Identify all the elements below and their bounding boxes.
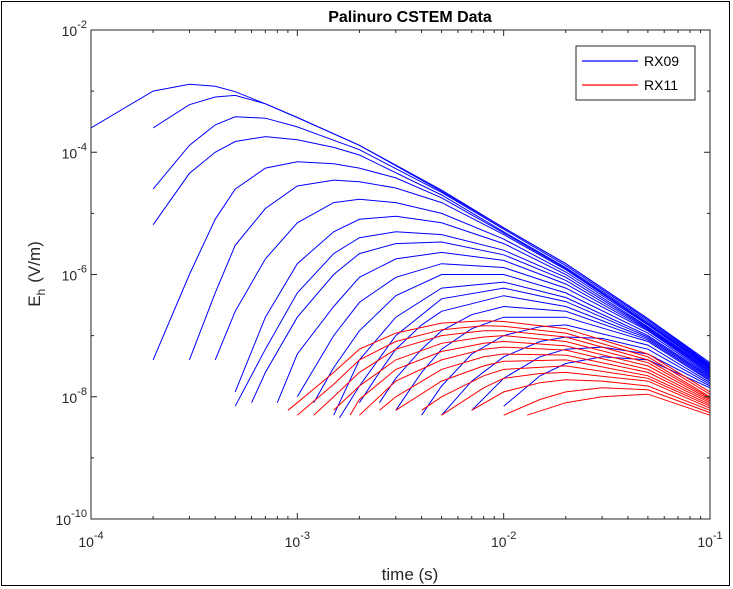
series-line-rx11-26 <box>349 340 711 416</box>
x-tick-label-3: 10-1 <box>697 530 722 550</box>
series-line-rx11-30 <box>421 365 711 411</box>
y-tick-label-3: 10-4 <box>62 141 87 161</box>
series-line-rx11-23 <box>296 325 711 416</box>
y-axis-label: Eh (V/m) <box>25 241 48 307</box>
x-axis-label: time (s) <box>382 565 439 584</box>
series-line-rx09-12 <box>313 274 711 403</box>
series-line-rx11-31 <box>441 371 711 416</box>
y-axis-label-main: E <box>25 295 44 306</box>
series-line-rx09-2 <box>152 116 711 366</box>
x-tick-exp-3: -1 <box>713 530 723 542</box>
x-tick-exp-2: -2 <box>507 530 517 542</box>
series-line-rx09-9 <box>251 241 711 403</box>
series-line-rx11-29 <box>395 359 711 411</box>
series-line-rx09-4 <box>152 161 711 368</box>
plot-area <box>90 29 711 520</box>
series-line-rx09-8 <box>234 231 711 407</box>
y-tick-base-4: 10 <box>62 23 78 39</box>
series-line-rx11-33 <box>503 387 711 416</box>
x-tick-base-2: 10 <box>491 534 507 550</box>
legend: RX09 RX11 <box>575 45 696 101</box>
series-line-rx09-15 <box>358 295 711 403</box>
x-tick-label-2: 10-2 <box>491 530 516 550</box>
y-tick-label-4: 10-2 <box>62 19 87 39</box>
series-line-rx09-1 <box>152 94 711 365</box>
series-line-rx09-21 <box>503 356 711 407</box>
series-line-rx09-14 <box>339 287 711 419</box>
series-line-rx09-7 <box>234 215 711 393</box>
series-line-rx09-6 <box>214 198 711 369</box>
series-line-rx09-13 <box>333 281 711 416</box>
y-tick-exp-4: -2 <box>77 19 87 31</box>
series-line-rx11-24 <box>313 330 711 416</box>
series-line-rx09-17 <box>395 316 711 411</box>
legend-label-rx09: RX09 <box>644 53 679 69</box>
y-axis-label-unit: (V/m) <box>25 241 44 283</box>
y-tick-base-3: 10 <box>62 145 78 161</box>
series-line-rx09-11 <box>296 263 711 398</box>
series-line-rx11-34 <box>527 393 711 416</box>
x-tick-exp-1: -3 <box>300 530 310 542</box>
y-tick-exp-3: -4 <box>77 141 87 153</box>
x-tick-base-1: 10 <box>285 534 301 550</box>
series-line-rx09-3 <box>152 136 711 367</box>
y-tick-exp-0: -10 <box>71 508 87 520</box>
y-axis-label-sub: h <box>34 289 48 296</box>
y-tick-label-0: 10-10 <box>56 508 87 528</box>
series-line-rx09-18 <box>421 324 711 416</box>
y-tick-exp-2: -6 <box>77 264 87 276</box>
legend-box <box>575 45 696 101</box>
x-tick-base-3: 10 <box>697 534 713 550</box>
y-tick-base-2: 10 <box>62 268 78 284</box>
y-tick-base-1: 10 <box>62 390 78 406</box>
series-line-rx11-22 <box>287 320 711 411</box>
x-tick-exp-0: -4 <box>94 530 104 542</box>
series-line-rx11-27 <box>359 346 711 416</box>
x-tick-label-1: 10-3 <box>285 530 310 550</box>
y-tick-base-0: 10 <box>56 512 72 528</box>
series-line-rx11-25 <box>333 335 711 411</box>
series-line-rx09-19 <box>441 336 711 416</box>
legend-label-rx11: RX11 <box>644 77 678 93</box>
chart-title: Palinuro CSTEM Data <box>328 9 492 26</box>
series-line-rx09-16 <box>378 305 711 403</box>
series-line-rx11-32 <box>471 379 711 411</box>
series-line-rx09-10 <box>276 251 711 403</box>
x-tick-base-0: 10 <box>78 534 94 550</box>
series-line-rx11-28 <box>379 353 711 411</box>
series-line-rx09-5 <box>188 179 711 369</box>
x-tick-label-0: 10-4 <box>78 530 103 550</box>
y-tick-exp-1: -8 <box>77 386 87 398</box>
series-layer <box>90 83 711 419</box>
y-tick-label-1: 10-8 <box>62 386 87 406</box>
y-tick-label-2: 10-6 <box>62 264 87 284</box>
